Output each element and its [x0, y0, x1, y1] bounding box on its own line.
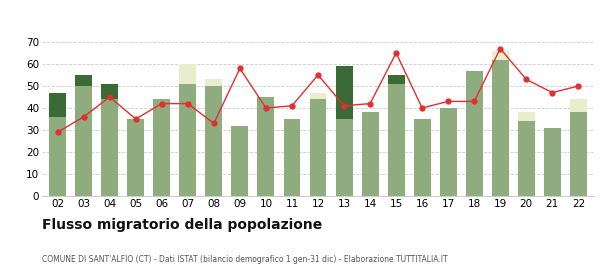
Bar	[127, 119, 144, 196]
Bar	[335, 66, 353, 119]
Bar	[205, 80, 223, 86]
Bar	[179, 64, 196, 84]
Bar	[466, 71, 482, 196]
Bar	[388, 75, 404, 84]
Bar	[232, 126, 248, 196]
Bar	[49, 117, 66, 196]
Text: Flusso migratorio della popolazione: Flusso migratorio della popolazione	[42, 218, 322, 232]
Bar	[75, 75, 92, 86]
Bar	[335, 119, 353, 196]
Bar	[310, 99, 326, 196]
Bar	[205, 86, 223, 196]
Bar	[310, 93, 326, 99]
Bar	[284, 119, 301, 196]
Bar	[544, 128, 561, 196]
Bar	[154, 99, 170, 196]
Bar	[179, 84, 196, 196]
Bar	[101, 84, 118, 99]
Bar	[518, 112, 535, 121]
Bar	[492, 51, 509, 60]
Bar	[388, 84, 404, 196]
Bar	[518, 121, 535, 196]
Bar	[257, 97, 274, 196]
Bar	[570, 99, 587, 112]
Bar	[440, 108, 457, 196]
Bar	[101, 99, 118, 196]
Bar	[362, 112, 379, 196]
Bar	[49, 93, 66, 117]
Bar	[570, 112, 587, 196]
Text: COMUNE DI SANT'ALFIO (CT) - Dati ISTAT (bilancio demografico 1 gen-31 dic) - Ela: COMUNE DI SANT'ALFIO (CT) - Dati ISTAT (…	[42, 255, 448, 264]
Bar	[413, 119, 431, 196]
Bar	[492, 60, 509, 196]
Bar	[75, 86, 92, 196]
